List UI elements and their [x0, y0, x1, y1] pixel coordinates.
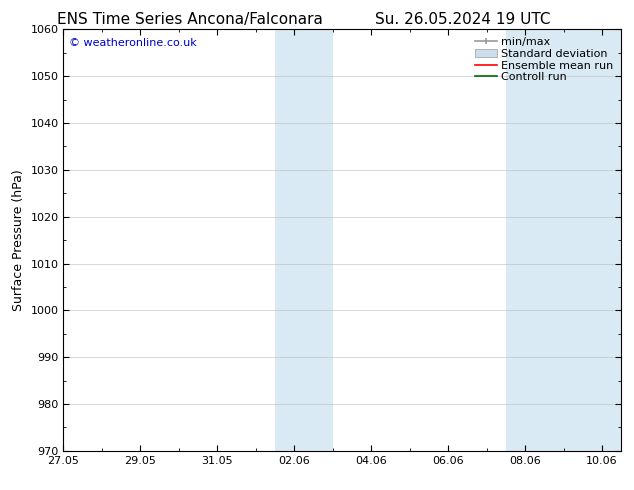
Text: Su. 26.05.2024 19 UTC: Su. 26.05.2024 19 UTC [375, 12, 550, 27]
Bar [534, 29, 621, 451]
Text: © weatheronline.co.uk: © weatheronline.co.uk [69, 38, 197, 48]
Legend: min/max, Standard deviation, Ensemble mean run, Controll run: min/max, Standard deviation, Ensemble me… [472, 35, 616, 84]
Y-axis label: Surface Pressure (hPa): Surface Pressure (hPa) [12, 169, 25, 311]
Bar [275, 29, 313, 451]
Bar [313, 29, 333, 451]
Bar [506, 29, 534, 451]
Text: ENS Time Series Ancona/Falconara: ENS Time Series Ancona/Falconara [57, 12, 323, 27]
